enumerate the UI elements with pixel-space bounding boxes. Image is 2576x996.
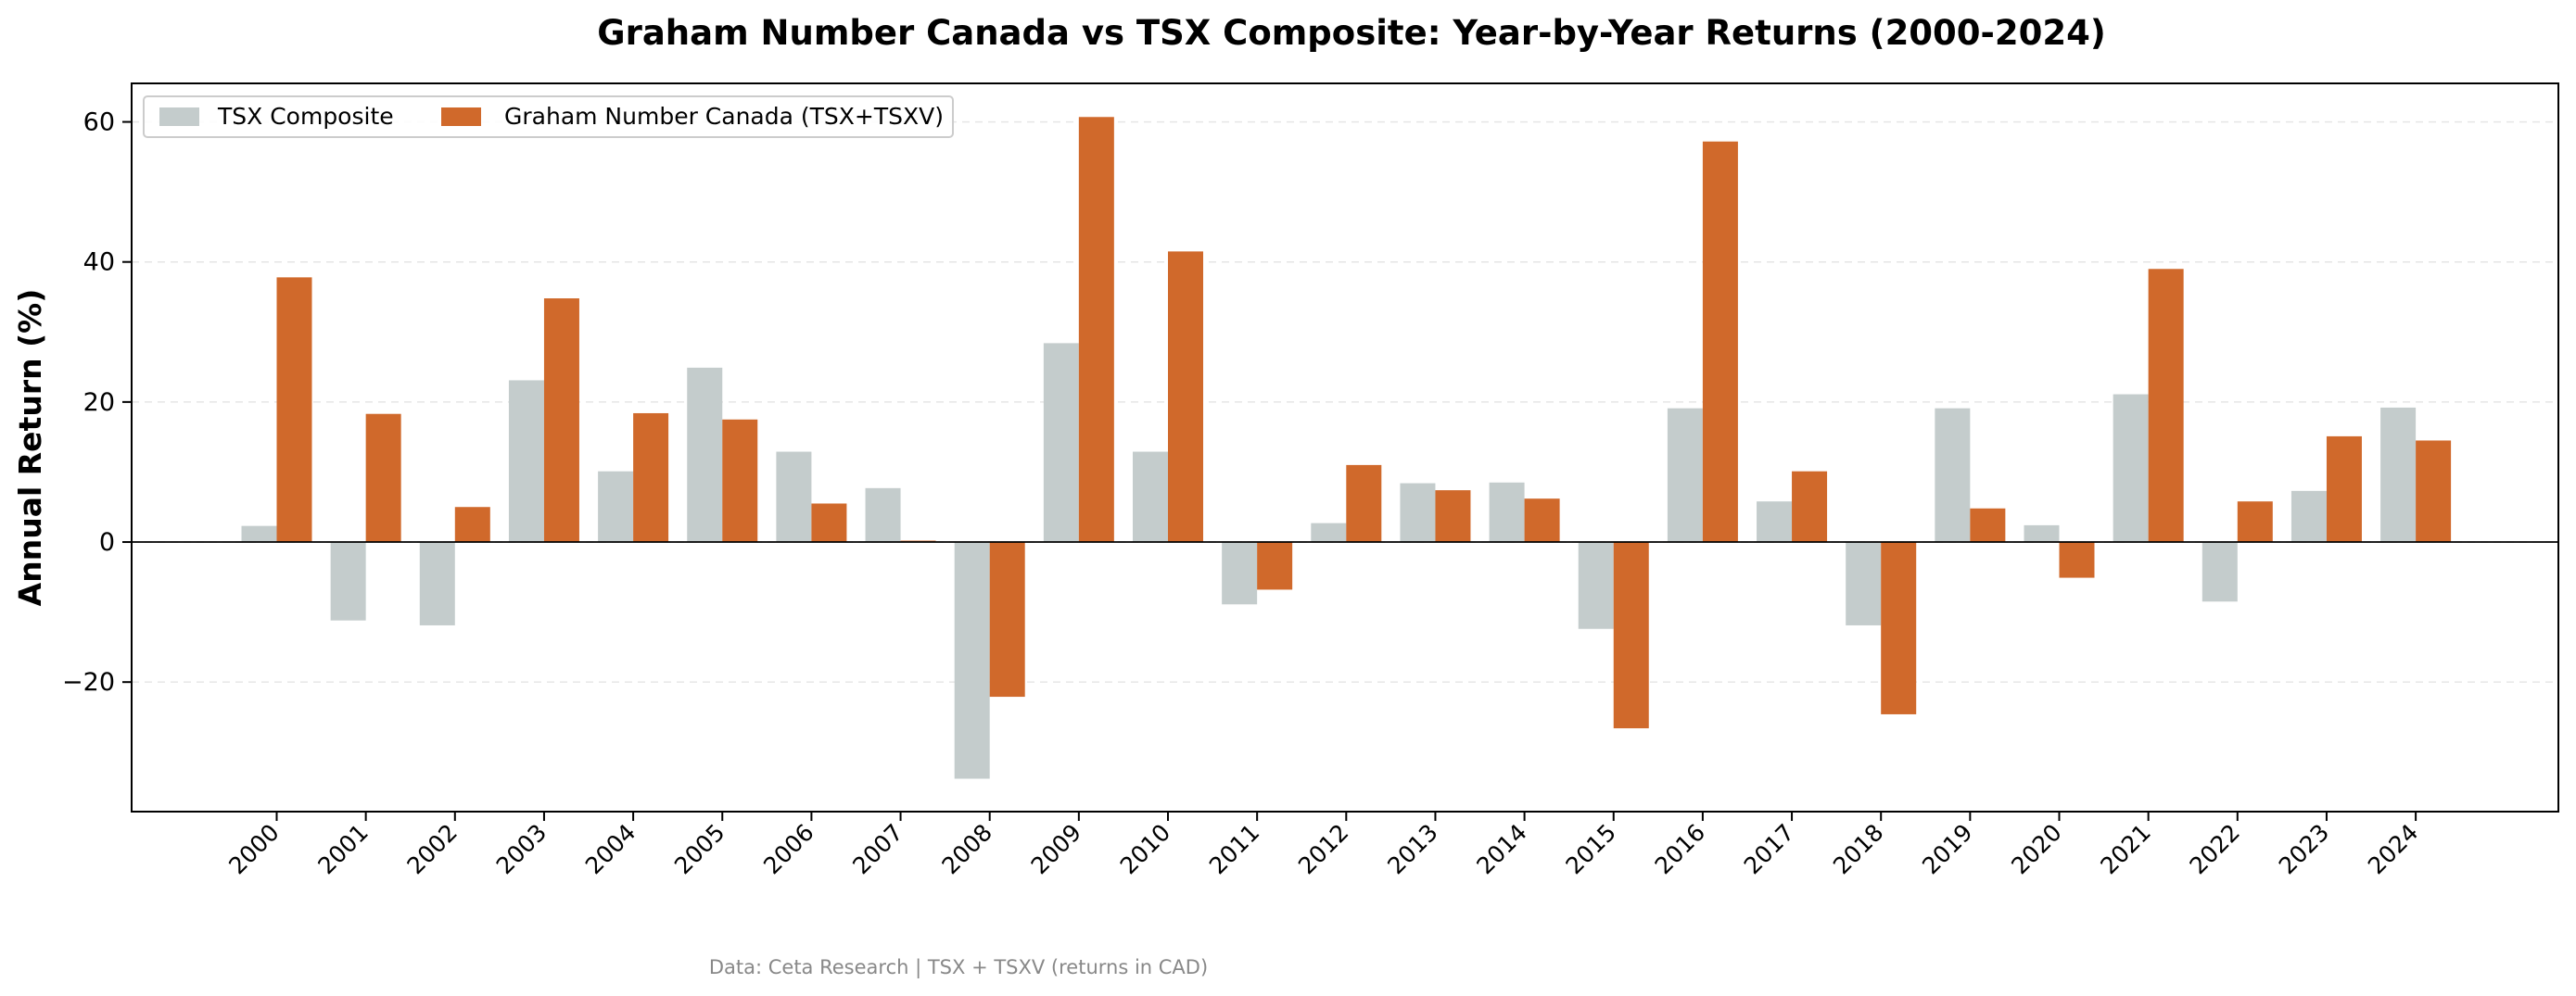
bar-tsx-2007[interactable] [865,487,901,543]
bar-graham-2010[interactable] [1168,251,1203,543]
legend-label-tsx: TSX Composite [217,103,394,130]
bar-graham-2021[interactable] [2148,269,2184,543]
x-tick-label: 2017 [1739,819,1799,879]
x-tick-label: 2022 [2185,819,2245,879]
bar-tsx-2004[interactable] [598,471,634,543]
bar-graham-2015[interactable] [1613,542,1649,729]
footnote: Data: Ceta Research | TSX + TSXV (return… [709,956,1208,979]
bar-tsx-2000[interactable] [241,525,277,543]
y-axis-label: Annual Return (%) [12,289,48,607]
bar-tsx-2016[interactable] [1667,408,1703,543]
x-tick-label: 2016 [1650,819,1710,879]
legend-swatch-graham [441,107,481,126]
bar-graham-2009[interactable] [1078,117,1114,543]
bar-tsx-2024[interactable] [2380,407,2417,543]
bar-graham-2008[interactable] [989,542,1025,698]
legend-frame [143,95,954,138]
bar-tsx-2019[interactable] [1935,408,1971,543]
x-tick-label: 2003 [491,819,552,879]
x-tick-label: 2004 [580,819,641,879]
x-tick-label: 2018 [1828,819,1888,879]
bar-graham-2017[interactable] [1792,471,1828,543]
bar-tsx-2020[interactable] [2024,524,2060,543]
bar-graham-2013[interactable] [1435,490,1471,543]
x-tick-label: 2014 [1471,819,1531,879]
bar-graham-2020[interactable] [2059,542,2095,578]
bar-graham-2019[interactable] [1970,508,2006,543]
bar-graham-2024[interactable] [2416,440,2452,543]
x-tick-label: 2020 [2006,819,2066,879]
x-tick-label: 2019 [1917,819,1977,879]
y-tick-label: 20 [83,388,115,417]
bar-tsx-2003[interactable] [508,380,544,543]
bar-graham-2006[interactable] [811,503,847,543]
y-tick-label: 60 [83,108,115,137]
x-tick-label: 2001 [312,819,373,879]
x-tick-label: 2007 [847,819,907,879]
x-tick-label: 2009 [1026,819,1086,879]
x-tick-label: 2021 [2095,819,2155,879]
x-tick-label: 2024 [2363,819,2423,879]
x-tick-label: 2006 [758,819,818,879]
bar-graham-2018[interactable] [1881,542,1917,714]
x-axis: 2000 2001 2002 2003 2004 2005 2006 2007 2008 2009… [223,812,2423,879]
bar-graham-2005[interactable] [722,419,758,543]
x-tick-label: 2008 [936,819,996,879]
legend[interactable]: TSX Composite Graham Number Canada (TSX+… [143,95,954,138]
bar-tsx-2021[interactable] [2113,394,2149,543]
y-axis: −20 0 20 40 60 [62,108,132,697]
legend-label-graham: Graham Number Canada (TSX+TSXV) [504,103,944,130]
plot-frame [131,82,2559,813]
bar-tsx-2010[interactable] [1133,451,1168,543]
y-tick-label: −20 [62,668,115,697]
bar-graham-2004[interactable] [633,412,669,543]
chart-title: Graham Number Canada vs TSX Composite: Y… [597,13,2106,53]
grid [132,120,2558,683]
bar-graham-2014[interactable] [1524,498,1560,543]
bar-graham-2012[interactable] [1346,464,1382,543]
y-tick-label: 40 [83,248,115,277]
bar-graham-2022[interactable] [2237,501,2273,543]
bar-tsx-2018[interactable] [1846,542,1882,625]
bar-tsx-2017[interactable] [1757,501,1793,543]
bar-tsx-2002[interactable] [419,542,455,625]
bar-tsx-2014[interactable] [1489,482,1525,543]
x-tick-label: 2013 [1382,819,1442,879]
x-tick-label: 2005 [669,819,730,879]
x-tick-label: 2000 [223,819,284,879]
x-tick-label: 2002 [402,819,463,879]
x-tick-label: 2015 [1560,819,1620,879]
x-tick-label: 2011 [1204,819,1264,879]
x-tick-label: 2010 [1115,819,1175,879]
bar-tsx-2011[interactable] [1222,542,1258,605]
bar-tsx-2005[interactable] [687,367,723,543]
bar-tsx-2009[interactable] [1043,343,1079,543]
x-tick-label: 2012 [1293,819,1353,879]
bar-graham-2023[interactable] [2326,435,2362,543]
bar-graham-2011[interactable] [1257,542,1293,590]
bar-tsx-2008[interactable] [954,542,990,779]
bar-graham-2016[interactable] [1702,141,1738,543]
bar-tsx-2006[interactable] [776,451,812,543]
bar-graham-2002[interactable] [454,507,490,543]
bar-tsx-2001[interactable] [330,542,366,621]
bar-tsx-2015[interactable] [1578,542,1614,629]
bar-tsx-2012[interactable] [1311,523,1347,543]
bar-graham-2000[interactable] [276,277,312,543]
y-tick-label: 0 [99,528,115,557]
bar-tsx-2023[interactable] [2290,490,2327,543]
x-tick-label: 2023 [2274,819,2334,879]
bar-tsx-2022[interactable] [2202,542,2238,602]
bars [241,117,2452,779]
bar-graham-2001[interactable] [365,413,401,543]
bar-graham-2003[interactable] [543,298,579,543]
bar-tsx-2013[interactable] [1400,483,1436,543]
legend-swatch-tsx [159,107,199,126]
